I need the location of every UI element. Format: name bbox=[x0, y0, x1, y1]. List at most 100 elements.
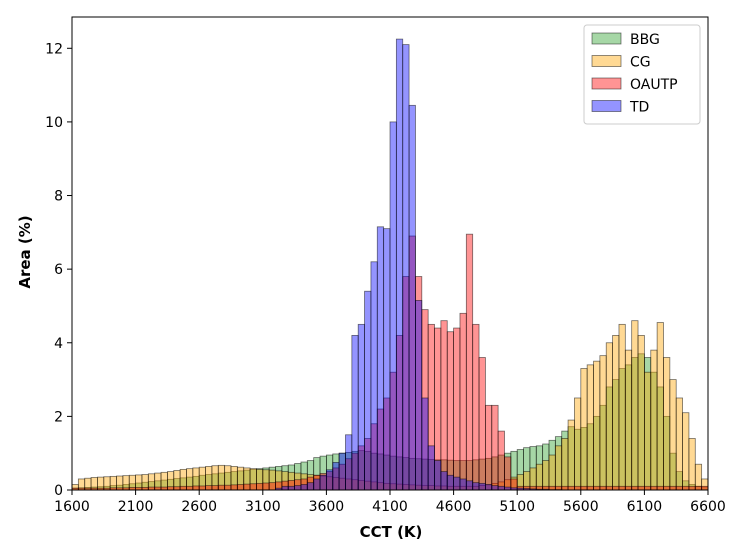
bar-td-4200 bbox=[402, 44, 410, 491]
x-tick-label: 6600 bbox=[690, 499, 726, 515]
bar-oautp-5550 bbox=[574, 485, 582, 491]
bar-oautp-6100 bbox=[644, 485, 652, 491]
bar-cg-6300 bbox=[669, 379, 677, 491]
bar-oautp-6450 bbox=[688, 485, 696, 491]
bar-cg-6000 bbox=[631, 320, 639, 491]
y-axis-ticks: 0 2 4 6 8 10 12 bbox=[45, 41, 72, 499]
bar-oautp-4900 bbox=[491, 404, 499, 491]
bar-td-4350 bbox=[421, 397, 429, 491]
bar-oautp-6150 bbox=[650, 485, 658, 491]
bar-td-4500 bbox=[440, 471, 448, 491]
bar-td-3950 bbox=[370, 261, 378, 491]
bar-oautp-4500 bbox=[440, 320, 448, 491]
bar-td-4050 bbox=[383, 228, 391, 491]
legend-swatch-cg bbox=[591, 55, 622, 67]
bar-oautp-6200 bbox=[656, 485, 664, 491]
bar-oautp-6500 bbox=[694, 485, 703, 491]
bar-cg-5900 bbox=[618, 323, 626, 491]
legend-label-bbg: BBG bbox=[630, 32, 660, 48]
x-tick-label: 3600 bbox=[309, 499, 345, 515]
bar-td-3500 bbox=[313, 478, 321, 491]
legend-label-td: TD bbox=[629, 100, 649, 116]
bar-oautp-2850 bbox=[230, 484, 238, 491]
bar-oautp-4800 bbox=[478, 357, 486, 491]
bar-td-4100 bbox=[389, 121, 397, 491]
bar-cg-5600 bbox=[580, 368, 588, 491]
bar-oautp-6350 bbox=[675, 485, 683, 491]
legend: BBG CG OAUTP TD bbox=[583, 24, 701, 125]
bar-oautp-5600 bbox=[580, 485, 588, 491]
bar-oautp-2800 bbox=[224, 484, 232, 491]
bar-oautp-2550 bbox=[192, 485, 200, 491]
bar-td-3250 bbox=[281, 485, 289, 491]
bar-cg-6200 bbox=[656, 322, 664, 491]
bar-td-3550 bbox=[319, 474, 327, 491]
bar-oautp-6300 bbox=[669, 485, 677, 491]
bar-oautp-4550 bbox=[446, 331, 454, 491]
bar-cg-6050 bbox=[637, 335, 645, 491]
bar-oautp-2450 bbox=[179, 485, 187, 491]
bar-cg-6400 bbox=[682, 412, 690, 491]
bar-oautp-4700 bbox=[465, 233, 474, 491]
bar-cg-5300 bbox=[542, 460, 550, 491]
bar-td-3400 bbox=[300, 484, 308, 491]
bar-oautp-4600 bbox=[453, 327, 461, 491]
bar-oautp-3050 bbox=[256, 482, 264, 491]
bar-oautp-2700 bbox=[211, 485, 219, 491]
bar-oautp-5800 bbox=[605, 485, 613, 491]
y-tick-label: 8 bbox=[54, 189, 63, 205]
bar-td-4300 bbox=[415, 300, 423, 491]
legend-swatch-td bbox=[591, 100, 622, 112]
bar-cg-5950 bbox=[624, 349, 633, 491]
histogram-bars bbox=[71, 38, 709, 491]
bar-oautp-5750 bbox=[599, 485, 607, 491]
legend-box bbox=[583, 24, 701, 125]
legend-label-oautp: OAUTP bbox=[630, 77, 678, 93]
bar-cg-6350 bbox=[675, 397, 683, 491]
bar-td-3600 bbox=[325, 469, 334, 491]
bar-oautp-4750 bbox=[472, 323, 480, 491]
bar-cg-5500 bbox=[567, 419, 575, 491]
bar-oautp-6050 bbox=[637, 485, 645, 491]
bar-cg-5400 bbox=[554, 445, 563, 491]
bar-oautp-3100 bbox=[262, 482, 270, 491]
x-tick-label: 4600 bbox=[436, 499, 472, 515]
bar-td-4650 bbox=[459, 478, 467, 491]
bar-oautp-4850 bbox=[484, 404, 493, 491]
bar-oautp-2500 bbox=[186, 485, 194, 491]
bar-oautp-5450 bbox=[561, 485, 569, 491]
bar-td-4000 bbox=[376, 226, 385, 491]
y-tick-label: 12 bbox=[45, 41, 63, 57]
bar-td-3750 bbox=[345, 434, 353, 491]
bar-oautp-4950 bbox=[497, 430, 505, 491]
bar-td-4800 bbox=[478, 482, 486, 491]
x-tick-label: 6100 bbox=[627, 499, 663, 515]
bar-td-3650 bbox=[332, 461, 340, 491]
bar-td-3700 bbox=[338, 452, 346, 491]
bar-oautp-6400 bbox=[682, 485, 690, 491]
x-tick-label: 1600 bbox=[54, 499, 90, 515]
bar-oautp-2750 bbox=[217, 484, 226, 491]
bar-cg-5350 bbox=[548, 454, 556, 491]
bar-oautp-4650 bbox=[459, 312, 467, 491]
bar-cg-6100 bbox=[644, 371, 652, 491]
bar-td-3350 bbox=[294, 485, 302, 491]
bar-oautp-6250 bbox=[663, 485, 671, 491]
bar-cg-6450 bbox=[688, 438, 696, 491]
y-tick-label: 4 bbox=[54, 336, 63, 352]
bar-cg-5800 bbox=[605, 342, 613, 491]
bar-cg-5550 bbox=[574, 397, 582, 491]
x-tick-label: 2600 bbox=[181, 499, 217, 515]
legend-label-cg: CG bbox=[630, 55, 651, 71]
legend-swatch-oautp bbox=[591, 77, 622, 90]
y-tick-label: 10 bbox=[45, 115, 63, 131]
bar-cg-6250 bbox=[663, 357, 671, 491]
bar-cg-5450 bbox=[561, 438, 569, 491]
y-axis-label: Area (%) bbox=[16, 215, 34, 288]
bar-oautp-3000 bbox=[249, 483, 257, 491]
bar-td-3800 bbox=[351, 335, 359, 491]
bar-cg-5700 bbox=[593, 360, 601, 491]
series-td bbox=[275, 38, 563, 491]
x-axis-label: CCT (K) bbox=[360, 523, 423, 541]
